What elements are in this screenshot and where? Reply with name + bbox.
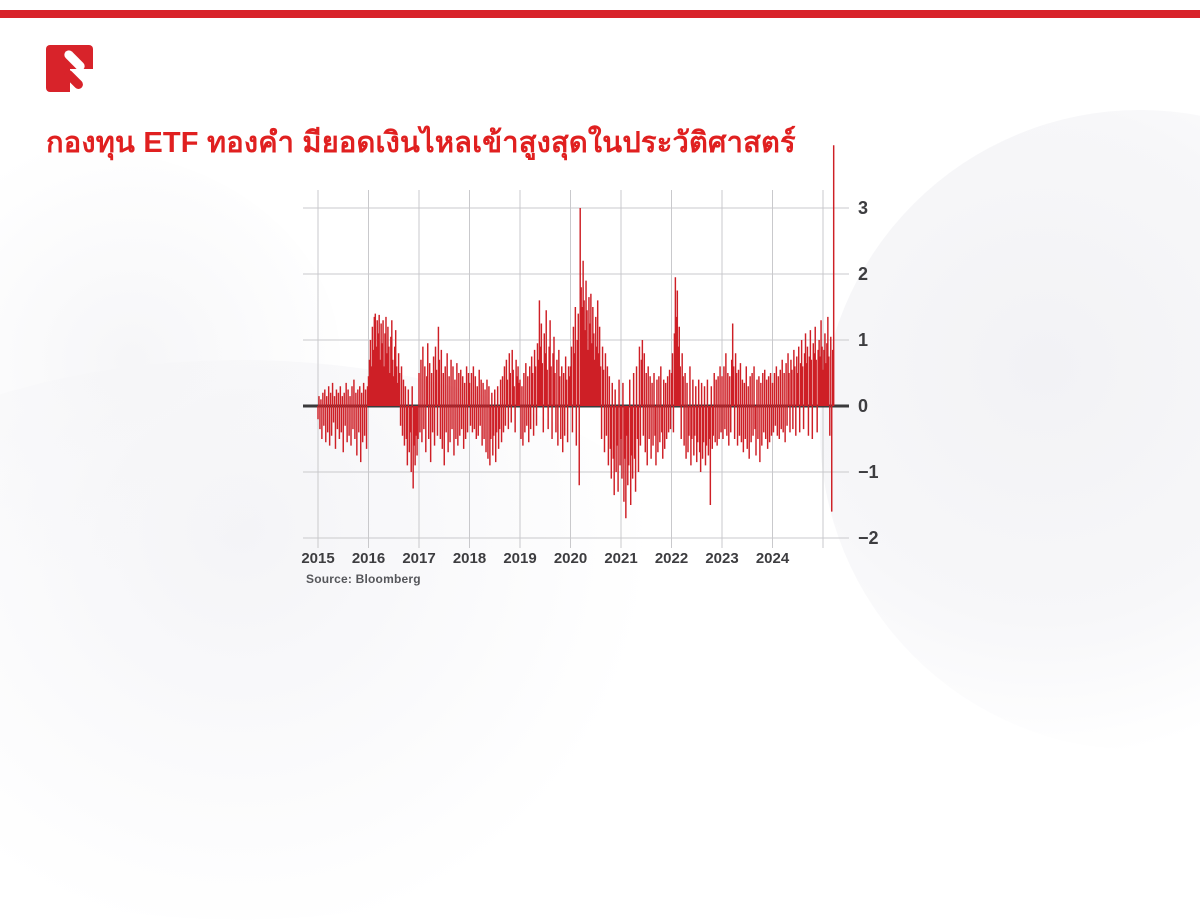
gold-etf-weekly-flows-chart: 3 2 1 0 −1 −2 2015 2016 2017 2018 2019 2020 2021 2022… <box>301 145 879 567</box>
x-tick-label: 2018 <box>453 550 486 567</box>
x-tick-labels: 2015 2016 2017 2018 2019 2020 2021 2022 2023 2024 <box>301 550 790 567</box>
y-tick-label: 2 <box>858 264 868 284</box>
y-tick-label: 1 <box>858 330 868 350</box>
x-tick-label: 2023 <box>705 550 738 567</box>
x-tick-label: 2017 <box>402 550 435 567</box>
source-note: Source: Bloomberg <box>306 572 421 586</box>
y-tick-label: −2 <box>858 528 879 548</box>
x-tick-label: 2019 <box>503 550 536 567</box>
x-tick-label: 2020 <box>554 550 587 567</box>
x-tick-label: 2015 <box>301 550 334 567</box>
x-tick-label: 2024 <box>756 550 790 567</box>
brand-logo <box>46 45 94 93</box>
y-tick-label: −1 <box>858 462 879 482</box>
y-tick-label: 0 <box>858 396 868 416</box>
x-tick-label: 2021 <box>604 550 637 567</box>
y-tick-labels: 3 2 1 0 −1 −2 <box>858 198 879 548</box>
top-accent-bar <box>0 10 1200 18</box>
x-tick-label: 2016 <box>352 550 385 567</box>
y-tick-label: 3 <box>858 198 868 218</box>
x-tick-label: 2022 <box>655 550 688 567</box>
page-title: กองทุน ETF ทองคำ มียอดเงินไหลเข้าสูงสุดใ… <box>46 127 796 160</box>
flow-bars <box>317 145 835 519</box>
